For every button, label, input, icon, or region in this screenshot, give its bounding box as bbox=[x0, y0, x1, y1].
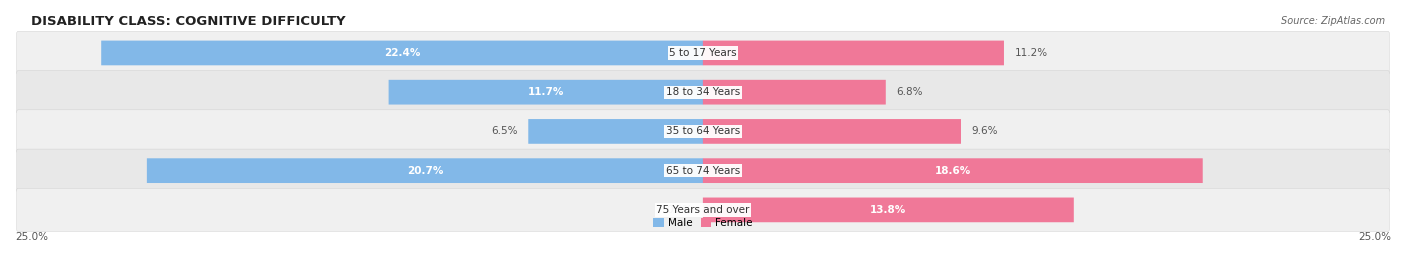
Text: 6.8%: 6.8% bbox=[897, 87, 922, 97]
Text: 22.4%: 22.4% bbox=[384, 48, 420, 58]
Text: 65 to 74 Years: 65 to 74 Years bbox=[666, 166, 740, 176]
FancyBboxPatch shape bbox=[703, 158, 1202, 183]
Text: 5 to 17 Years: 5 to 17 Years bbox=[669, 48, 737, 58]
Text: 35 to 64 Years: 35 to 64 Years bbox=[666, 126, 740, 136]
FancyBboxPatch shape bbox=[17, 149, 1389, 192]
FancyBboxPatch shape bbox=[388, 80, 703, 105]
Text: 11.2%: 11.2% bbox=[1015, 48, 1047, 58]
FancyBboxPatch shape bbox=[17, 188, 1389, 232]
Text: 20.7%: 20.7% bbox=[406, 166, 443, 176]
FancyBboxPatch shape bbox=[703, 198, 1074, 222]
Text: 9.6%: 9.6% bbox=[972, 126, 998, 136]
FancyBboxPatch shape bbox=[703, 40, 1004, 65]
Text: Source: ZipAtlas.com: Source: ZipAtlas.com bbox=[1281, 16, 1385, 26]
Text: 18 to 34 Years: 18 to 34 Years bbox=[666, 87, 740, 97]
Text: 6.5%: 6.5% bbox=[491, 126, 517, 136]
Text: 13.8%: 13.8% bbox=[870, 205, 907, 215]
FancyBboxPatch shape bbox=[146, 158, 703, 183]
FancyBboxPatch shape bbox=[17, 31, 1389, 75]
Text: 11.7%: 11.7% bbox=[527, 87, 564, 97]
FancyBboxPatch shape bbox=[101, 40, 703, 65]
FancyBboxPatch shape bbox=[529, 119, 703, 144]
Text: 18.6%: 18.6% bbox=[935, 166, 972, 176]
FancyBboxPatch shape bbox=[703, 80, 886, 105]
Text: 0.0%: 0.0% bbox=[666, 205, 692, 215]
FancyBboxPatch shape bbox=[17, 110, 1389, 153]
FancyBboxPatch shape bbox=[17, 70, 1389, 114]
Text: DISABILITY CLASS: COGNITIVE DIFFICULTY: DISABILITY CLASS: COGNITIVE DIFFICULTY bbox=[31, 15, 346, 28]
Text: 75 Years and over: 75 Years and over bbox=[657, 205, 749, 215]
Legend: Male, Female: Male, Female bbox=[650, 214, 756, 232]
FancyBboxPatch shape bbox=[703, 119, 960, 144]
